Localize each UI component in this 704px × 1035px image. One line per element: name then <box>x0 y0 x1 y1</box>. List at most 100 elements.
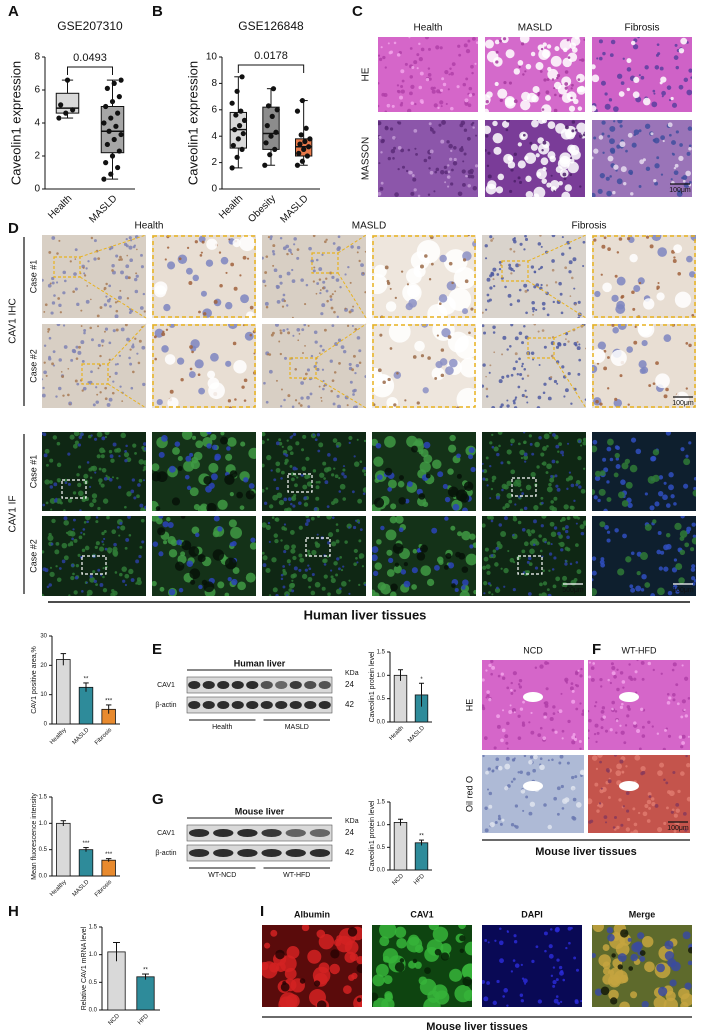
micrograph-texture <box>83 473 89 479</box>
micrograph-texture <box>676 191 683 197</box>
micrograph-texture <box>199 432 209 437</box>
micrograph-texture <box>284 458 289 463</box>
micrograph-texture <box>239 235 255 252</box>
micrograph-texture <box>102 543 105 546</box>
data-point <box>272 146 278 152</box>
micrograph-texture <box>599 470 606 476</box>
micrograph-texture <box>673 558 678 562</box>
column-header: Albumin <box>294 909 330 919</box>
micrograph-texture <box>300 396 304 400</box>
x-tick-label: MASLD <box>407 725 426 744</box>
micrograph-texture <box>358 583 361 587</box>
micrograph-texture <box>394 562 400 567</box>
micrograph-texture <box>488 804 493 809</box>
micrograph <box>592 37 692 112</box>
micrograph-texture <box>609 728 613 732</box>
micrograph-texture <box>348 579 351 582</box>
blot-band <box>275 681 288 689</box>
micrograph-texture <box>580 531 585 536</box>
micrograph-texture <box>512 516 517 519</box>
micrograph-texture <box>489 464 492 468</box>
micrograph-texture <box>457 191 463 197</box>
micrograph-texture <box>600 273 603 276</box>
micrograph-texture <box>372 546 379 554</box>
micrograph-texture <box>655 53 659 57</box>
micrograph-texture <box>489 235 493 239</box>
micrograph-texture <box>487 788 490 791</box>
micrograph-texture <box>82 266 85 269</box>
micrograph-texture <box>530 51 536 57</box>
micrograph-texture <box>562 527 566 531</box>
micrograph-texture <box>522 571 526 574</box>
micrograph-texture <box>69 260 72 263</box>
micrograph-texture <box>325 277 328 280</box>
micrograph-texture <box>632 91 640 99</box>
micrograph-texture <box>543 78 547 82</box>
micrograph-texture <box>290 251 293 254</box>
micrograph-texture <box>552 984 556 988</box>
micrograph-texture <box>134 277 138 282</box>
micrograph-texture <box>359 460 363 463</box>
micrograph-texture <box>580 444 583 447</box>
micrograph-texture <box>650 593 656 596</box>
micrograph-texture <box>358 259 361 263</box>
micrograph-texture <box>493 746 497 750</box>
micrograph-texture <box>496 273 500 276</box>
micrograph-texture <box>615 464 621 469</box>
micrograph-texture <box>592 192 596 197</box>
micrograph-texture <box>559 970 564 976</box>
micrograph-texture <box>471 121 475 125</box>
micrograph-texture <box>74 379 78 383</box>
micrograph-texture <box>338 477 341 480</box>
micrograph-texture <box>539 582 543 587</box>
micrograph-texture <box>380 181 384 185</box>
column-header: Health <box>414 23 443 34</box>
micrograph-texture <box>501 483 507 489</box>
micrograph-texture <box>605 768 610 773</box>
micrograph-texture <box>430 262 434 266</box>
micrograph-texture <box>81 359 85 363</box>
micrograph-texture <box>132 343 135 346</box>
micrograph-texture <box>72 443 78 449</box>
micrograph-texture <box>188 371 196 378</box>
micrograph-texture <box>579 747 582 750</box>
micrograph-texture <box>688 181 692 184</box>
micrograph-texture <box>571 815 576 820</box>
micrograph-texture <box>80 325 83 327</box>
micrograph-texture <box>275 949 285 960</box>
micrograph-texture <box>497 674 501 678</box>
micrograph-texture <box>589 819 594 823</box>
micrograph-texture <box>379 925 397 939</box>
micrograph-texture <box>445 102 448 106</box>
micrograph-texture <box>553 496 558 501</box>
micrograph-texture <box>318 267 323 272</box>
micrograph-texture <box>438 123 442 127</box>
micrograph-texture <box>633 829 639 833</box>
micrograph-texture <box>394 962 405 972</box>
micrograph-texture <box>553 998 559 1004</box>
micrograph-texture <box>462 579 469 586</box>
micrograph-texture <box>496 495 500 500</box>
micrograph-texture <box>613 120 616 123</box>
micrograph-texture <box>556 382 559 385</box>
micrograph-texture <box>487 941 490 944</box>
micrograph-texture <box>293 493 297 498</box>
micrograph-texture <box>95 541 100 546</box>
micrograph-texture <box>570 682 574 686</box>
micrograph-texture <box>108 375 112 378</box>
micrograph-texture <box>671 668 675 672</box>
micrograph-texture <box>461 169 466 174</box>
vessel <box>619 692 639 702</box>
micrograph-texture <box>469 533 476 540</box>
micrograph-texture <box>592 156 594 160</box>
data-point <box>64 77 71 83</box>
micrograph-texture <box>414 147 417 150</box>
micrograph-texture <box>394 296 397 299</box>
micrograph-texture <box>571 276 574 280</box>
micrograph-texture <box>530 529 536 534</box>
micrograph-texture <box>512 959 516 962</box>
bar <box>56 822 71 877</box>
micrograph-texture <box>619 141 626 148</box>
micrograph-texture <box>159 586 165 592</box>
micrograph-texture <box>344 951 356 963</box>
